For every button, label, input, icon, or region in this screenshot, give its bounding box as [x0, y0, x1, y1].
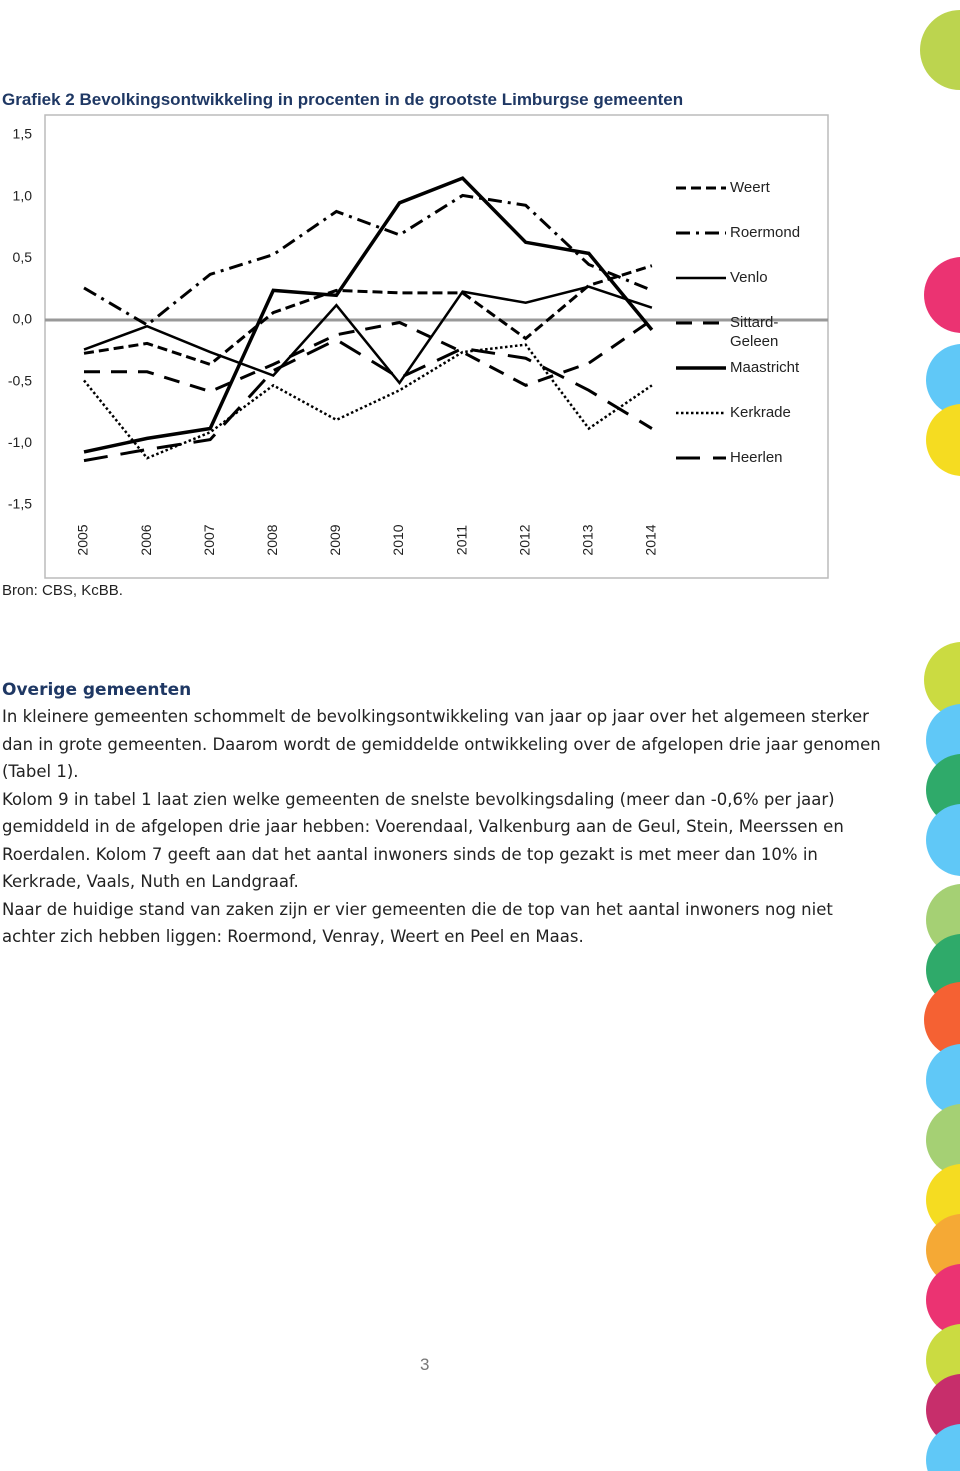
legend-entry: Weert [676, 178, 826, 223]
x-tick-label: 2011 [453, 525, 469, 555]
paragraph: Naar de huidige stand van zaken zijn er … [2, 899, 833, 947]
y-tick-label: -1,5 [8, 496, 32, 512]
section: Overige gemeenten In kleinere gemeenten … [2, 680, 882, 951]
paragraph: Kolom 9 in tabel 1 laat zien welke gemee… [2, 789, 844, 892]
legend-swatch [676, 186, 726, 190]
section-heading: Overige gemeenten [2, 680, 192, 700]
series-line [83, 285, 653, 385]
legend-entry: Roermond [676, 223, 826, 268]
legend-entry: Sittard-Geleen [676, 313, 826, 358]
legend-swatch [676, 321, 726, 325]
legend-label: Weert [730, 179, 770, 196]
y-tick-label: -1,0 [8, 434, 32, 450]
y-tick-label: 0,0 [13, 311, 33, 327]
legend-swatch [676, 231, 726, 235]
legend-swatch [676, 456, 726, 460]
legend-label: Maastricht [730, 359, 800, 376]
chart: 1,5 1,0 0,5 0,0 -0,5 -1,0 -1,5 2005 2006 2007 2008… [8, 114, 829, 579]
series-line [84, 318, 653, 394]
legend-label: Venlo [730, 269, 768, 286]
legend-entry: Kerkrade [676, 403, 826, 448]
series-line [83, 338, 653, 463]
legend-entry: Venlo [676, 268, 826, 313]
x-tick-label: 2013 [580, 524, 596, 555]
series-line [83, 193, 653, 327]
series-line [83, 343, 653, 460]
paragraph: In kleinere gemeenten schommelt de bevol… [2, 707, 881, 781]
x-tick-label: 2006 [138, 524, 154, 555]
decoration [920, 10, 960, 1471]
legend-entry: Heerlen [676, 448, 826, 493]
legend-swatch [676, 411, 726, 415]
x-tick-label: 2010 [390, 524, 406, 555]
legend-label: Sittard-Geleen [730, 314, 779, 350]
page-number: 3 [420, 1355, 430, 1374]
x-tick-label: 2012 [516, 524, 532, 555]
legend: Weert Roermond Venlo Sittard-Geleen Maastric… [676, 178, 826, 493]
legend-swatch [676, 276, 726, 280]
legend-entry: Maastricht [676, 358, 826, 403]
legend-swatch [676, 366, 726, 370]
y-tick-label: 0,5 [13, 249, 33, 265]
y-tick-label: 1,0 [13, 187, 33, 203]
legend-label: Roermond [730, 224, 801, 241]
series-line [83, 176, 654, 454]
y-tick-label: -0,5 [8, 372, 32, 388]
chart-title: Grafiek 2 Bevolkingsontwikkeling in proc… [2, 90, 684, 109]
legend-label: Heerlen [730, 449, 783, 466]
x-tick-label: 2008 [264, 524, 280, 555]
x-tick-label: 2009 [327, 524, 343, 555]
chart-frame [44, 114, 829, 579]
source: Bron: CBS, KcBB. [2, 582, 123, 599]
x-tick-label: 2007 [201, 524, 217, 555]
series-line [83, 264, 653, 367]
x-tick-label: 2014 [643, 524, 659, 555]
y-tick-label: 1,5 [13, 126, 33, 142]
x-tick-label: 2005 [75, 524, 91, 555]
legend-label: Kerkrade [730, 404, 791, 421]
